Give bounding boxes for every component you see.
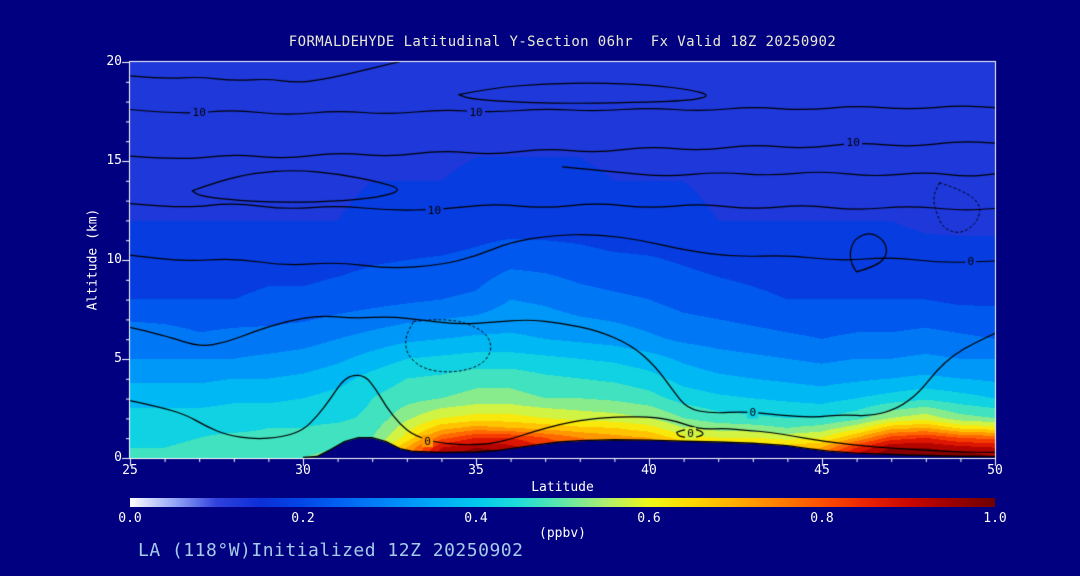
colorbar-tick-label: 0.6 (637, 511, 661, 526)
colorbar (130, 498, 995, 507)
colorbar-label: (ppbv) (539, 526, 586, 541)
x-tick-label: 40 (641, 463, 657, 478)
x-tick-label: 25 (122, 463, 138, 478)
y-tick-label: 5 (114, 351, 122, 366)
x-tick-label: 45 (814, 463, 830, 478)
y-tick-label: 15 (106, 153, 122, 168)
y-tick-label: 0 (114, 450, 122, 465)
colorbar-tick-label: 0.8 (810, 511, 834, 526)
x-tick-label: 50 (987, 463, 1003, 478)
colorbar-tick-label: 1.0 (983, 511, 1007, 526)
init-info-text: LA (118°W)Initialized 12Z 20250902 (138, 540, 524, 561)
colorbar-tick-label: 0.4 (464, 511, 488, 526)
x-axis-label: Latitude (531, 480, 594, 495)
colorbar-tick-label: 0.0 (118, 511, 142, 526)
y-tick-label: 20 (106, 54, 122, 69)
x-tick-label: 30 (295, 463, 311, 478)
x-tick-label: 35 (468, 463, 484, 478)
y-tick-label: 10 (106, 252, 122, 267)
colorbar-tick-label: 0.2 (291, 511, 315, 526)
